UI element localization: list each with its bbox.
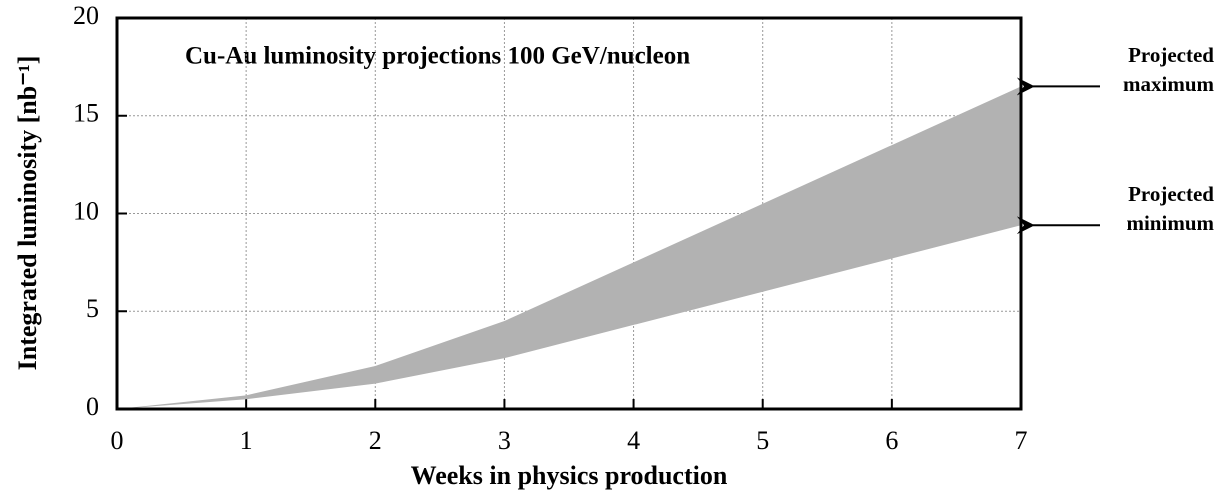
- annotation-text: maximum: [1123, 72, 1215, 96]
- y-tick-label: 10: [73, 196, 99, 225]
- band-area: [117, 86, 1021, 410]
- x-tick-label: 6: [885, 426, 898, 455]
- annotation-text: Projected: [1128, 182, 1214, 206]
- y-tick-label: 20: [73, 1, 99, 30]
- x-tick-label: 1: [240, 426, 253, 455]
- x-tick-label: 0: [111, 426, 124, 455]
- y-tick-label: 15: [73, 99, 99, 128]
- x-tick-label: 3: [498, 426, 511, 455]
- chart-title: Cu-Au luminosity projections 100 GeV/nuc…: [185, 43, 690, 70]
- y-tick-label: 5: [86, 294, 99, 323]
- annotation-text: minimum: [1126, 211, 1214, 235]
- x-axis-label: Weeks in physics production: [411, 461, 728, 490]
- y-axis-label: Integrated luminosity [nb⁻¹]: [13, 56, 42, 371]
- x-tick-label: 4: [627, 426, 640, 455]
- x-tick-label: 7: [1015, 426, 1028, 455]
- x-tick-label: 2: [369, 426, 382, 455]
- plot-frame: [115, 16, 1023, 411]
- x-tick-label: 5: [756, 426, 769, 455]
- y-tick-label: 0: [86, 392, 99, 421]
- annotation-text: Projected: [1128, 43, 1214, 67]
